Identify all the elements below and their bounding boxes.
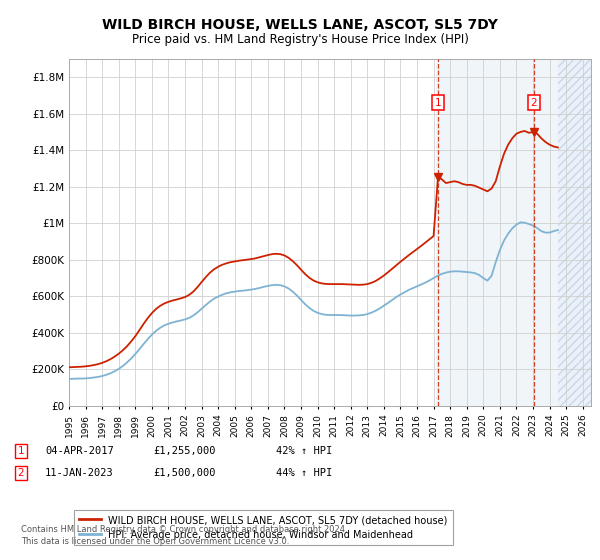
Text: 44% ↑ HPI: 44% ↑ HPI: [276, 468, 332, 478]
Bar: [436, 59, 558, 406]
Text: 2: 2: [17, 468, 25, 478]
Legend: WILD BIRCH HOUSE, WELLS LANE, ASCOT, SL5 7DY (detached house), HPI: Average pric: WILD BIRCH HOUSE, WELLS LANE, ASCOT, SL5…: [74, 510, 453, 545]
Bar: [558, 59, 591, 406]
Text: WILD BIRCH HOUSE, WELLS LANE, ASCOT, SL5 7DY: WILD BIRCH HOUSE, WELLS LANE, ASCOT, SL5…: [102, 18, 498, 32]
Text: 04-APR-2017: 04-APR-2017: [45, 446, 114, 456]
Text: 2: 2: [530, 97, 537, 108]
Text: £1,255,000: £1,255,000: [153, 446, 215, 456]
Text: Contains HM Land Registry data © Crown copyright and database right 2024.
This d: Contains HM Land Registry data © Crown c…: [21, 525, 347, 546]
Text: Price paid vs. HM Land Registry's House Price Index (HPI): Price paid vs. HM Land Registry's House …: [131, 32, 469, 46]
Text: 11-JAN-2023: 11-JAN-2023: [45, 468, 114, 478]
Text: 42% ↑ HPI: 42% ↑ HPI: [276, 446, 332, 456]
Text: 1: 1: [435, 97, 442, 108]
Bar: [558, 59, 591, 406]
Text: £1,500,000: £1,500,000: [153, 468, 215, 478]
Text: 1: 1: [17, 446, 25, 456]
